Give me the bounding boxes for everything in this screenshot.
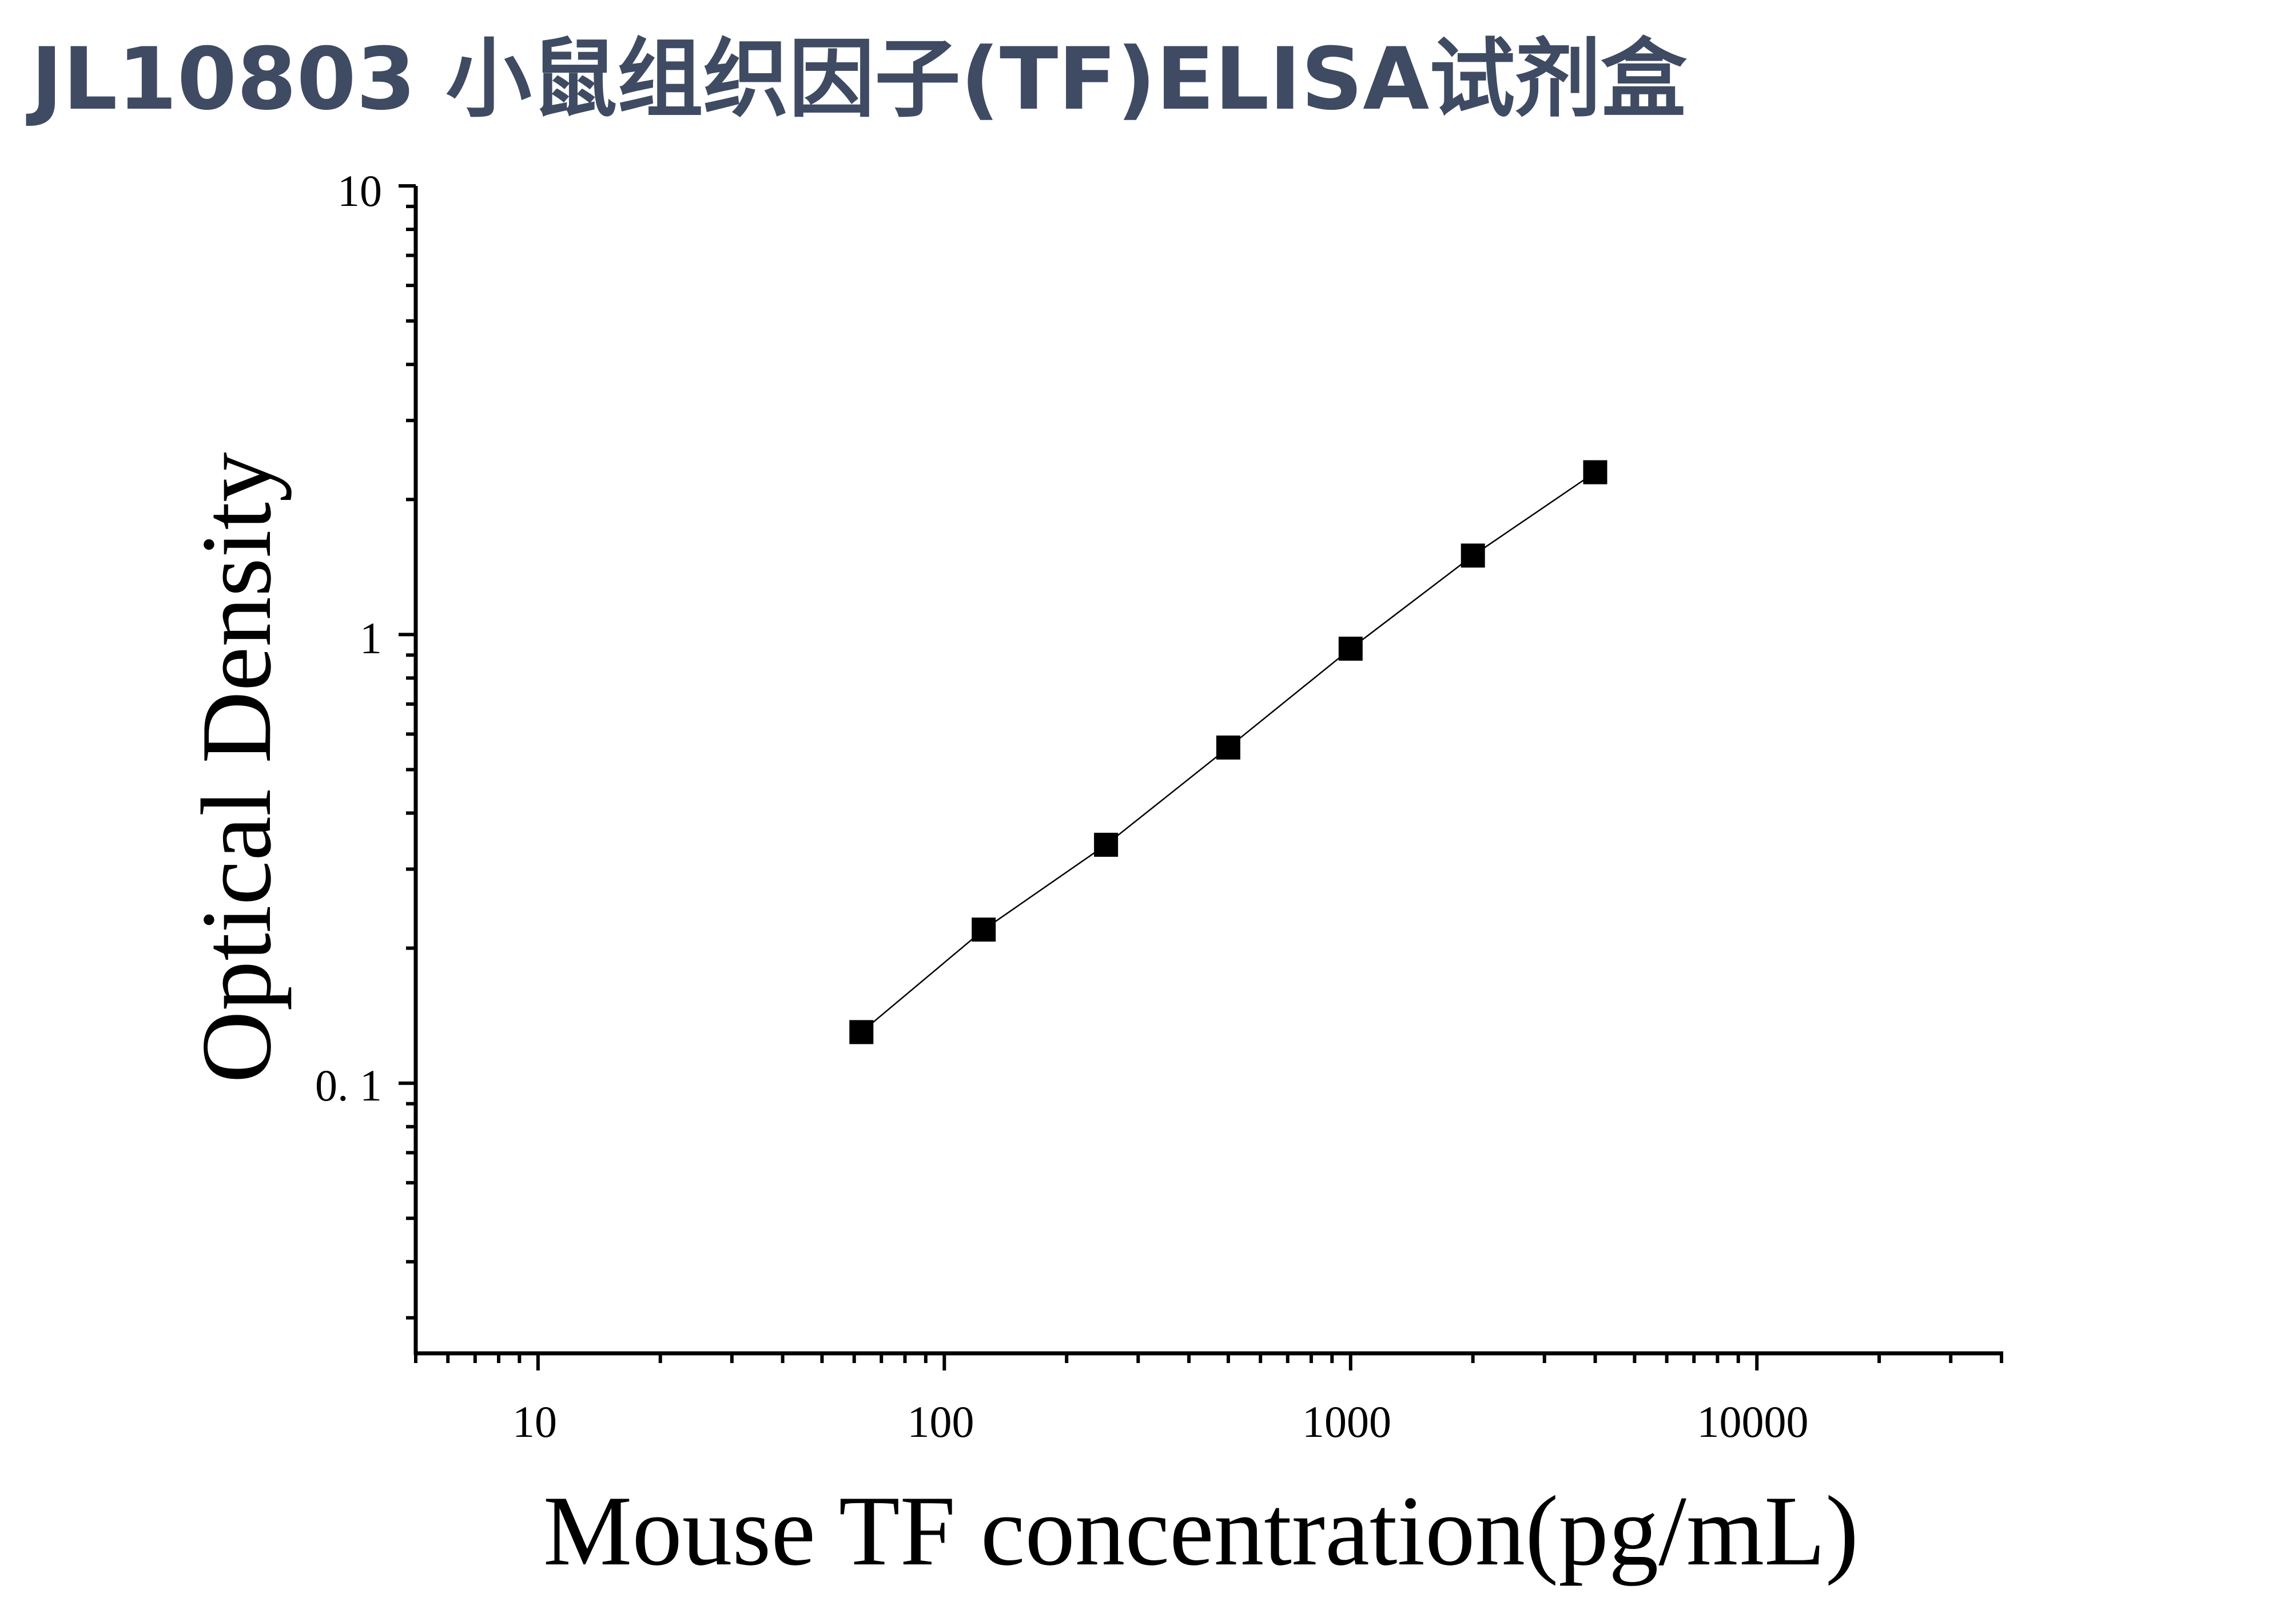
x-tick-label-1000: 1000	[1302, 1397, 1391, 1447]
x-tick-label-10000: 10000	[1697, 1397, 1809, 1447]
data-point-2000	[1461, 543, 1485, 568]
y-tick-label-10: 10	[337, 166, 382, 216]
x-tick-label-100: 100	[908, 1397, 974, 1447]
y-tick-label-1: 1	[360, 613, 382, 663]
data-point-4000	[1583, 460, 1607, 484]
data-points	[849, 460, 1607, 1044]
x-tick-label-10: 10	[512, 1397, 557, 1447]
y-tick-label-0.1: 0. 1	[315, 1060, 382, 1110]
page-title: JL10803 小鼠组织因子(TF)ELISA试剂盒	[31, 30, 1687, 129]
data-point-1000	[1338, 637, 1363, 661]
data-point-250	[1094, 832, 1119, 857]
y-axis-title: Optical Density	[181, 452, 292, 1083]
data-point-62.5	[849, 1020, 874, 1044]
x-axis-title: Mouse TF concentration(pg/mL)	[543, 1475, 1859, 1586]
axes	[399, 184, 2003, 1370]
data-point-500	[1216, 735, 1240, 760]
data-point-125	[972, 917, 996, 942]
